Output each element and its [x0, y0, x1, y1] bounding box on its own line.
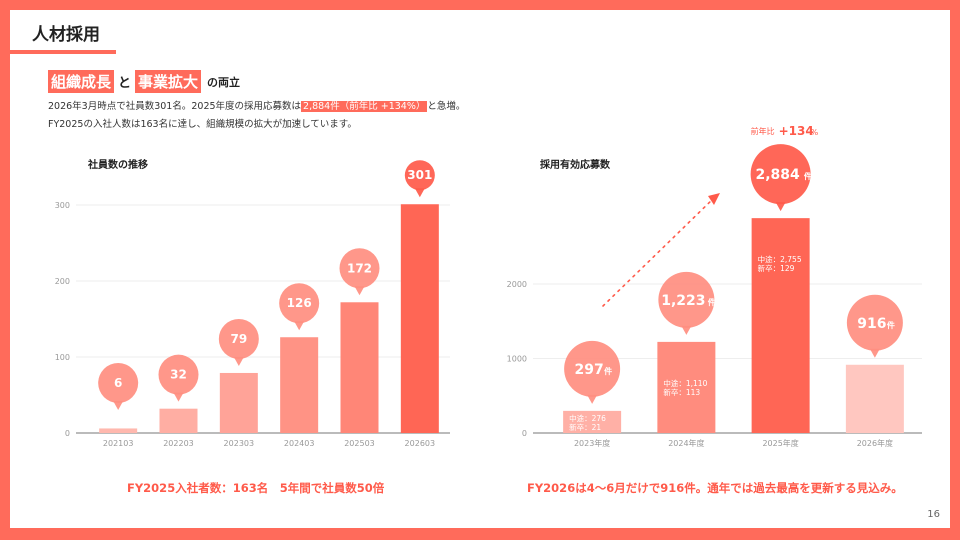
y-tick-label: 300	[55, 201, 70, 210]
value-bubble-2026年度-pointer	[869, 348, 880, 358]
y-tick-label: 2000	[507, 280, 527, 289]
y-tick-label: 0	[65, 429, 70, 438]
desc-text-a: 2026年3月時点で社員数301名。2025年度の採用応募数は	[48, 101, 302, 112]
x-tick-label: 2024年度	[668, 438, 704, 448]
desc-line-1: 2026年3月時点で社員数301名。2025年度の採用応募数は 2,884件（前年…	[48, 98, 465, 116]
value-bubble-202303-circle	[218, 318, 259, 359]
value-bubble-202303-pointer	[233, 356, 244, 366]
bar-2026年度	[845, 364, 904, 433]
page-number: 16	[927, 509, 940, 520]
value-label: 32	[170, 368, 187, 382]
y-tick-label: 1000	[507, 355, 527, 364]
value-bubble-202503-circle	[339, 248, 380, 289]
x-tick-label: 2023年度	[574, 438, 610, 448]
value-label: 6	[114, 376, 122, 390]
value-label: 79	[230, 332, 247, 346]
yoy-value: +134	[779, 124, 814, 138]
y-tick-label: 0	[522, 429, 527, 438]
value-label: 297	[575, 362, 604, 378]
value-bubble-202603-pointer	[414, 188, 425, 198]
yoy-label: 前年比	[751, 126, 775, 136]
x-tick-label: 202503	[344, 439, 375, 448]
trend-arrow-head	[708, 193, 720, 205]
x-tick-label: 2026年度	[857, 438, 893, 448]
y-tick-label: 200	[55, 277, 70, 286]
value-bubble-2024年度-pointer	[681, 325, 692, 335]
bar-2025年度	[751, 218, 810, 433]
breakdown-mid-career: 中途：1,110	[663, 378, 707, 388]
value-bubble-202403-circle	[279, 283, 320, 324]
headline-sep: と	[118, 76, 132, 91]
caption-left: FY2025入社者数：163名 5年間で社員数50倍	[127, 481, 385, 495]
breakdown-new-grad: 新卒：113	[663, 387, 700, 397]
x-tick-label: 202403	[284, 439, 315, 448]
bar-202303	[219, 372, 258, 433]
value-unit: 件	[887, 320, 895, 330]
value-bubble-2023年度-pointer	[587, 394, 598, 404]
value-label: 301	[407, 168, 432, 182]
yoy-unit: %	[811, 128, 819, 137]
value-unit: 件	[804, 171, 812, 181]
breakdown-mid-career: 中途：2,755	[758, 254, 802, 264]
value-bubble-202203-pointer	[173, 392, 184, 402]
bar-202103	[99, 428, 138, 433]
x-tick-label: 202303	[224, 439, 255, 448]
value-bubble-202603-circle	[404, 160, 435, 191]
headline-highlight-1: 組織成長	[48, 70, 115, 93]
value-bubble-202403-pointer	[294, 321, 305, 331]
desc-highlight: 2,884件（前年比 +134%）	[301, 101, 428, 112]
value-bubble-2024年度-circle	[658, 271, 715, 328]
bar-2023年度	[563, 410, 622, 433]
value-bubble-2026年度-circle	[846, 294, 903, 351]
desc-text-b: と急増。	[427, 101, 466, 112]
value-label: 1,223	[661, 293, 705, 309]
description: 2026年3月時点で社員数301名。2025年度の採用応募数は 2,884件（前年…	[48, 98, 465, 134]
value-bubble-202203-circle	[158, 354, 199, 395]
chart-title-applications: 採用有効応募数	[540, 160, 610, 171]
value-bubble-202103-pointer	[113, 401, 124, 410]
bar-202403	[280, 337, 319, 433]
x-tick-label: 202603	[405, 439, 436, 448]
x-tick-label: 202203	[163, 439, 194, 448]
headline: 組織成長 と 事業拡大 の両立	[48, 70, 240, 93]
bar-2024年度	[657, 341, 716, 433]
value-label: 126	[287, 296, 312, 310]
headline-highlight-2: 事業拡大	[135, 70, 202, 93]
value-bubble-202103-circle	[98, 363, 139, 403]
value-label: 916	[857, 316, 886, 332]
value-unit: 件	[604, 366, 612, 376]
value-bubble-2023年度-circle	[564, 340, 621, 397]
headline-tail: の両立	[207, 75, 241, 89]
caption-right: FY2026は4〜6月だけで916件。通年では過去最高を更新する見込み。	[527, 481, 903, 495]
title-underline	[10, 50, 116, 54]
x-tick-label: 2025年度	[762, 438, 798, 448]
bar-202503	[340, 302, 379, 433]
desc-line-2: FY2025の入社人数は163名に達し、組織規模の拡大が加速しています。	[48, 119, 357, 130]
value-bubble-2025年度-pointer	[775, 202, 786, 212]
value-bubble-202503-pointer	[354, 286, 365, 296]
chart-title-employees: 社員数の推移	[88, 160, 148, 171]
value-bubble-2025年度-circle	[750, 144, 811, 205]
slide: 人材採用 組織成長 と 事業拡大 の両立 2026年3月時点で社員数301名。2…	[10, 10, 950, 528]
breakdown-mid-career: 中途：276	[569, 413, 606, 423]
x-tick-label: 202103	[103, 439, 134, 448]
bar-202203	[159, 408, 198, 433]
value-unit: 件	[708, 297, 716, 307]
page-title: 人材採用	[32, 25, 100, 45]
breakdown-new-grad: 新卒：129	[758, 263, 795, 273]
value-label: 2,884	[755, 167, 800, 183]
trend-arrow-line	[602, 196, 716, 307]
breakdown-new-grad: 新卒：21	[569, 422, 601, 432]
bar-202603	[400, 204, 439, 433]
charts-canvas: 0 100 200 300 202103 6 202203 32 202303 79 202403 1…	[55, 124, 922, 448]
value-label: 172	[347, 261, 372, 275]
y-tick-label: 100	[55, 353, 70, 362]
